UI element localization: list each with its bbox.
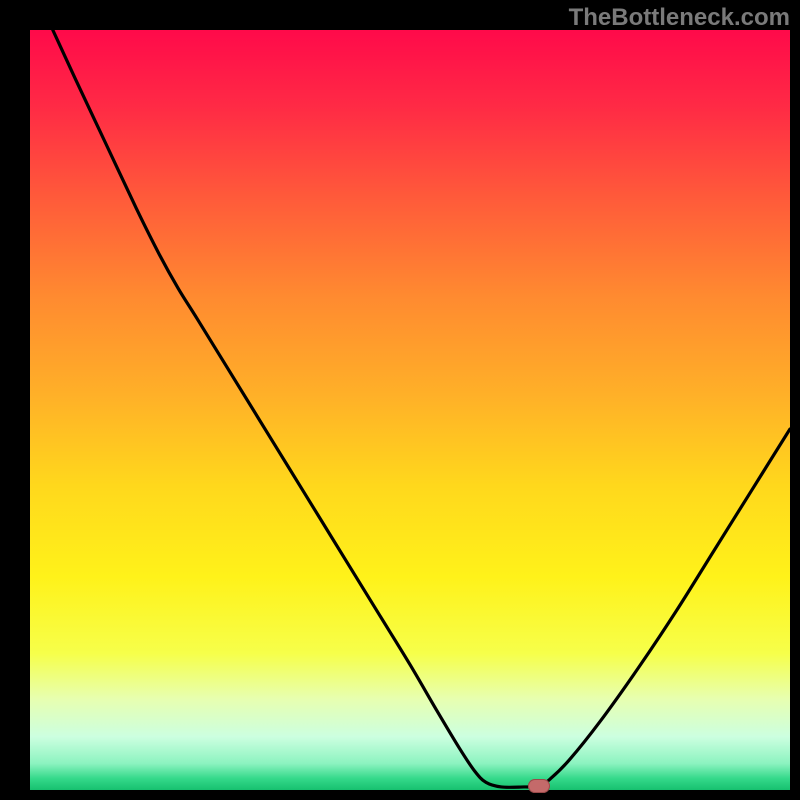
chart-stage: TheBottleneck.com xyxy=(0,0,800,800)
optimum-marker xyxy=(528,779,550,793)
background-gradient xyxy=(30,30,790,790)
plot-area xyxy=(30,30,790,790)
watermark-label: TheBottleneck.com xyxy=(569,4,790,32)
